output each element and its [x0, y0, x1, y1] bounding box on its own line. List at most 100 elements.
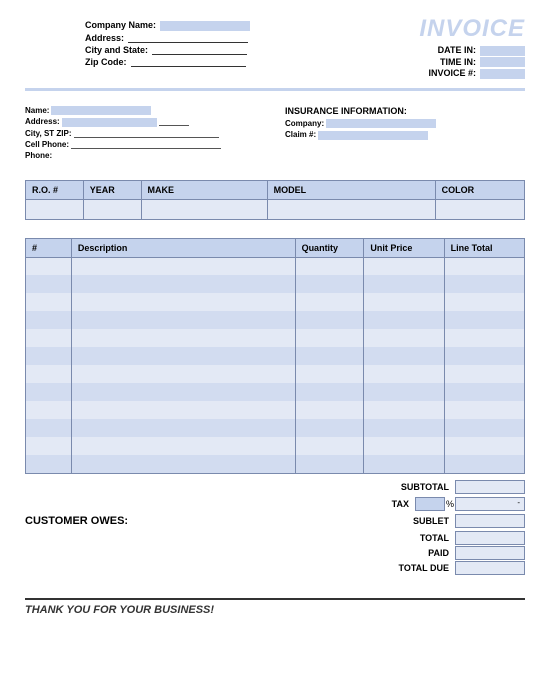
- ins-company-input[interactable]: [326, 119, 436, 128]
- item-cell[interactable]: [364, 293, 444, 311]
- item-cell[interactable]: [364, 257, 444, 275]
- item-cell[interactable]: [295, 293, 364, 311]
- item-cell[interactable]: [295, 419, 364, 437]
- item-cell[interactable]: [71, 347, 295, 365]
- item-cell[interactable]: [444, 365, 524, 383]
- ins-claim-input[interactable]: [318, 131, 428, 140]
- item-cell[interactable]: [295, 329, 364, 347]
- item-cell[interactable]: [71, 293, 295, 311]
- vehicle-cell-2[interactable]: [141, 199, 267, 219]
- company-name-label: Company Name:: [85, 20, 156, 30]
- item-cell[interactable]: [364, 437, 444, 455]
- item-cell[interactable]: [444, 401, 524, 419]
- item-cell[interactable]: [444, 455, 524, 473]
- item-cell[interactable]: [444, 257, 524, 275]
- ins-claim-label: Claim #:: [285, 130, 316, 139]
- paid-label: PAID: [310, 548, 455, 558]
- item-cell[interactable]: [364, 419, 444, 437]
- item-cell[interactable]: [71, 329, 295, 347]
- cust-city-input[interactable]: [74, 130, 219, 138]
- item-cell[interactable]: [295, 275, 364, 293]
- vehicle-cell-0[interactable]: [26, 199, 84, 219]
- item-cell[interactable]: [71, 365, 295, 383]
- item-cell[interactable]: [71, 455, 295, 473]
- item-cell[interactable]: [26, 293, 72, 311]
- cust-name-input[interactable]: [51, 106, 151, 115]
- item-cell[interactable]: [26, 383, 72, 401]
- item-cell[interactable]: [295, 311, 364, 329]
- item-cell[interactable]: [364, 455, 444, 473]
- city-state-input[interactable]: [152, 46, 247, 55]
- paid-value[interactable]: [455, 546, 525, 560]
- sublet-value[interactable]: [455, 514, 525, 528]
- item-cell[interactable]: [295, 401, 364, 419]
- item-cell[interactable]: [364, 275, 444, 293]
- item-cell[interactable]: [364, 401, 444, 419]
- item-row: [26, 455, 525, 473]
- item-cell[interactable]: [364, 383, 444, 401]
- header: Company Name: Address: City and State: Z…: [25, 20, 525, 80]
- date-in-input[interactable]: [480, 46, 525, 56]
- item-cell[interactable]: [26, 329, 72, 347]
- item-cell[interactable]: [71, 257, 295, 275]
- item-cell[interactable]: [295, 365, 364, 383]
- tax-pct-symbol: %: [445, 499, 455, 509]
- item-cell[interactable]: [364, 365, 444, 383]
- item-cell[interactable]: [26, 455, 72, 473]
- zip-input[interactable]: [131, 58, 246, 67]
- company-block: Company Name: Address: City and State: Z…: [85, 20, 250, 69]
- item-cell[interactable]: [444, 347, 524, 365]
- tax-rate-input[interactable]: [415, 497, 445, 511]
- item-cell[interactable]: [444, 437, 524, 455]
- item-cell[interactable]: [295, 383, 364, 401]
- item-cell[interactable]: [444, 383, 524, 401]
- vehicle-col-3: MODEL: [267, 180, 435, 199]
- item-cell[interactable]: [364, 329, 444, 347]
- total-value[interactable]: [455, 531, 525, 545]
- time-in-input[interactable]: [480, 57, 525, 67]
- vehicle-cell-4[interactable]: [435, 199, 524, 219]
- cust-address-input[interactable]: [62, 118, 157, 127]
- item-cell[interactable]: [26, 365, 72, 383]
- item-cell[interactable]: [71, 383, 295, 401]
- cust-phone-label: Phone:: [25, 151, 52, 160]
- items-table: # Description Quantity Unit Price Line T…: [25, 238, 525, 474]
- item-cell[interactable]: [295, 257, 364, 275]
- invoice-num-input[interactable]: [480, 69, 525, 79]
- vehicle-cell-1[interactable]: [83, 199, 141, 219]
- item-cell[interactable]: [26, 347, 72, 365]
- item-cell[interactable]: [71, 437, 295, 455]
- item-cell[interactable]: [26, 311, 72, 329]
- vehicle-cell-3[interactable]: [267, 199, 435, 219]
- cust-cell-input[interactable]: [71, 141, 221, 149]
- address-input[interactable]: [128, 34, 248, 43]
- totals-section: CUSTOMER OWES: SUBTOTAL TAX % - SUBLET T…: [25, 480, 525, 576]
- item-cell[interactable]: [71, 311, 295, 329]
- tax-value[interactable]: -: [455, 497, 525, 511]
- item-cell[interactable]: [295, 347, 364, 365]
- item-cell[interactable]: [26, 401, 72, 419]
- item-cell[interactable]: [444, 293, 524, 311]
- subtotal-value[interactable]: [455, 480, 525, 494]
- item-cell[interactable]: [71, 401, 295, 419]
- company-name-input[interactable]: [160, 21, 250, 31]
- total-due-value[interactable]: [455, 561, 525, 575]
- item-cell[interactable]: [26, 257, 72, 275]
- item-cell[interactable]: [295, 455, 364, 473]
- item-row: [26, 383, 525, 401]
- item-cell[interactable]: [364, 311, 444, 329]
- cust-address-input-2[interactable]: [159, 118, 189, 126]
- item-cell[interactable]: [444, 311, 524, 329]
- item-cell[interactable]: [26, 275, 72, 293]
- footer-thanks: THANK YOU FOR YOUR BUSINESS!: [25, 598, 525, 616]
- item-cell[interactable]: [364, 347, 444, 365]
- item-cell[interactable]: [444, 419, 524, 437]
- item-cell[interactable]: [444, 329, 524, 347]
- item-cell[interactable]: [444, 275, 524, 293]
- item-cell[interactable]: [26, 419, 72, 437]
- item-cell[interactable]: [71, 275, 295, 293]
- item-cell[interactable]: [26, 437, 72, 455]
- item-cell[interactable]: [71, 419, 295, 437]
- item-row: [26, 437, 525, 455]
- item-cell[interactable]: [295, 437, 364, 455]
